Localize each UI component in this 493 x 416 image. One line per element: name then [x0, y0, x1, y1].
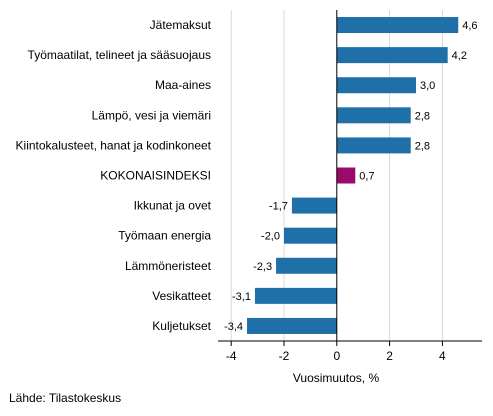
value-label-3: 2,8	[415, 110, 430, 122]
x-tick-label-1: -2	[279, 349, 290, 363]
source-note: Lähde: Tilastokeskus	[9, 391, 122, 405]
value-label-0: 4,6	[462, 20, 477, 32]
bar-9	[254, 287, 337, 304]
category-label-8: Lämmöneristeet	[125, 259, 212, 273]
bar-2	[336, 77, 416, 94]
category-label-5: KOKONAISINDEKSI	[100, 169, 211, 183]
bar-3	[336, 107, 411, 124]
category-label-3: Lämpö, vesi ja viemäri	[92, 108, 211, 122]
bar-7	[284, 227, 337, 244]
value-label-10: -3,4	[224, 321, 243, 333]
x-axis-title: Vuosimuutos, %	[293, 371, 380, 385]
bars	[247, 17, 459, 334]
value-label-9: -3,1	[232, 291, 251, 303]
bar-0	[336, 17, 459, 34]
grid-lines	[230, 10, 443, 341]
value-label-5: 0,7	[359, 171, 374, 183]
bar-8	[276, 257, 337, 274]
bar-4	[336, 137, 411, 154]
value-label-1: 4,2	[452, 50, 467, 62]
category-label-10: Kuljetukset	[152, 319, 211, 333]
x-tick-label-2: 0	[333, 349, 340, 363]
bar-chart: Jätemaksut Työmaatilat, telineet ja sääsu…	[16, 10, 482, 385]
value-label-2: 3,0	[420, 80, 435, 92]
x-axis: -4 -2 0 2 4	[218, 340, 482, 363]
value-labels: 4,6 4,2 3,0 2,8 2,8 0,7 -1,7 -2,0 -2,3 -3,1 -3,4	[224, 20, 477, 333]
bar-6	[291, 197, 337, 214]
x-tick-label-3: 2	[386, 349, 393, 363]
category-label-1: Työmaatilat, telineet ja sääsuojaus	[28, 48, 211, 62]
x-tick-label-4: 4	[439, 349, 446, 363]
category-label-2: Maa-aines	[155, 78, 211, 92]
value-label-4: 2,8	[415, 140, 430, 152]
x-tick-label-0: -4	[226, 349, 237, 363]
bar-5	[336, 167, 356, 184]
value-label-7: -2,0	[261, 231, 280, 243]
category-label-0: Jätemaksut	[150, 18, 212, 32]
category-label-6: Ikkunat ja ovet	[134, 199, 212, 213]
category-label-9: Vesikatteet	[152, 289, 211, 303]
bar-10	[247, 317, 337, 334]
bar-1	[336, 47, 448, 64]
value-label-6: -1,7	[269, 201, 288, 213]
category-label-7: Työmaan energia	[118, 229, 211, 243]
category-label-4: Kiintokalusteet, hanat ja kodinkoneet	[16, 138, 212, 152]
category-labels: Jätemaksut Työmaatilat, telineet ja sääsu…	[16, 18, 212, 333]
value-label-8: -2,3	[253, 261, 272, 273]
